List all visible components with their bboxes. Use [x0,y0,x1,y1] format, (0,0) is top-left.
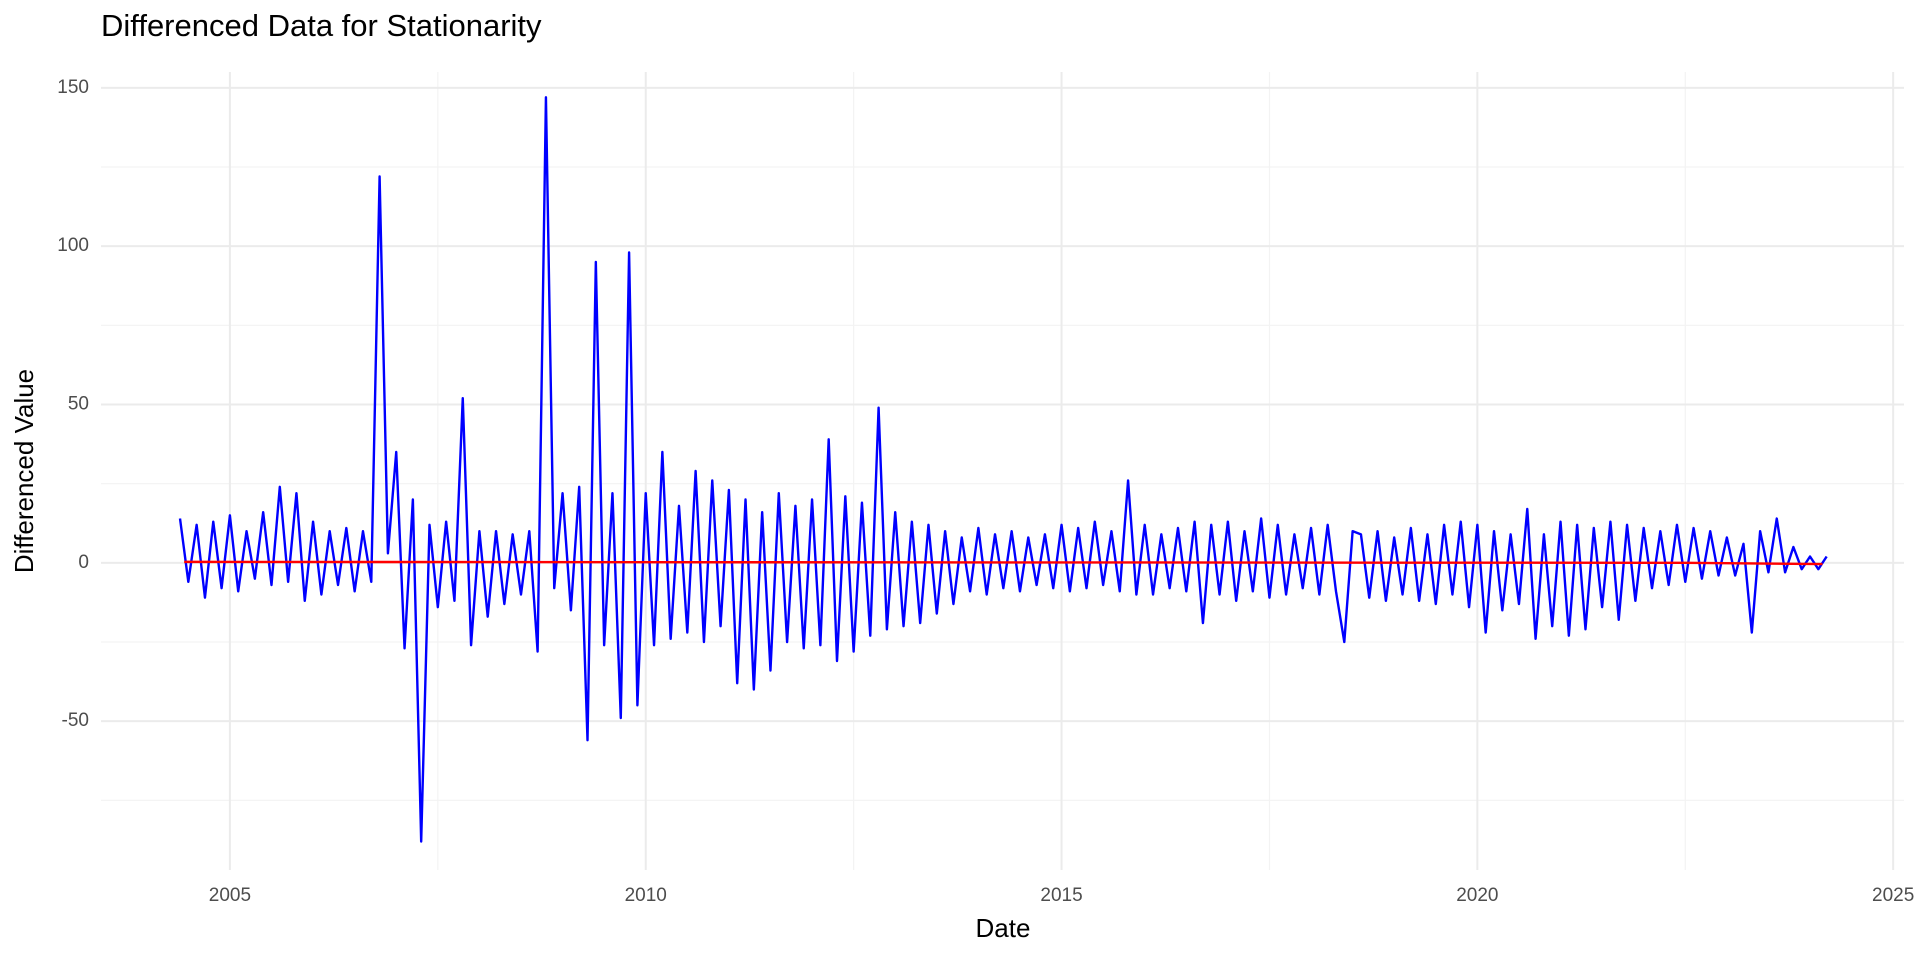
y-axis-title: Differenced Value [9,369,39,573]
y-tick-label: 0 [78,552,89,573]
data-line [178,96,1828,843]
y-tick-label: 50 [68,394,89,415]
y-tick-label: 150 [57,77,89,98]
y-tick-label: 100 [57,235,89,256]
x-tick-label: 2015 [1040,885,1082,906]
x-axis-title: Date [976,913,1031,943]
y-tick-label: -50 [62,710,89,731]
chart-title: Differenced Data for Stationarity [101,8,542,43]
x-tick-label: 2005 [209,885,251,906]
x-tick-label: 2020 [1456,885,1498,906]
x-tick-label: 2025 [1872,885,1914,906]
x-tick-label: 2010 [625,885,667,906]
data-line [184,560,1823,566]
